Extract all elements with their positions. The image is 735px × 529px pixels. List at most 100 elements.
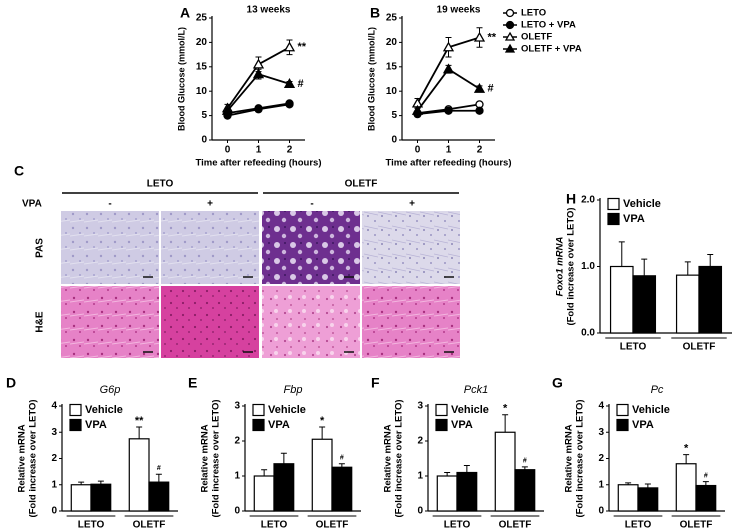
- legend-swatch: [252, 403, 265, 417]
- bar: [331, 466, 353, 512]
- y-axis-label: Blood Glucose (mmol/L): [366, 27, 376, 131]
- error-bar: [641, 258, 648, 276]
- point: [473, 31, 486, 42]
- histology-image: [61, 211, 159, 284]
- y-tick-label: 0: [598, 506, 604, 517]
- histology-image: [362, 286, 460, 358]
- histology-panel: C LETO OLETF VPA - + - + PAS H&E: [14, 163, 460, 358]
- bar: [273, 463, 295, 512]
- error-bar: [261, 469, 268, 476]
- bar: [90, 483, 112, 512]
- y-tick-label: 2: [234, 436, 240, 447]
- legend-swatch: [435, 403, 448, 417]
- legend-label: LETO + VPA: [521, 20, 576, 31]
- chart-title: 19 weeks: [437, 5, 481, 16]
- point: [221, 104, 234, 115]
- significance-label: #: [523, 458, 527, 465]
- y-tick-label: 5: [391, 110, 397, 121]
- legend-label: OLETF: [521, 32, 552, 43]
- y-tick-label: 15: [196, 61, 208, 72]
- point: [442, 63, 455, 74]
- x-tick-label: LETO: [620, 342, 647, 353]
- y-tick-label: 1: [234, 471, 240, 482]
- x-tick-label: OLETF: [316, 520, 349, 529]
- legend-swatch: [69, 403, 82, 417]
- legend-swatch: [607, 212, 620, 226]
- point: [254, 105, 263, 114]
- y-axis-label: Relative mRNA: [564, 424, 575, 492]
- bar: [311, 438, 333, 512]
- bar: [494, 431, 516, 512]
- y-axis-label: (Fold increase over LETO): [575, 399, 586, 517]
- y-tick-label: 20: [196, 37, 208, 48]
- treatment: -: [108, 199, 111, 210]
- bar: [637, 487, 659, 512]
- legend-marker: [505, 20, 515, 30]
- treatment-label: VPA: [22, 199, 42, 210]
- y-tick-label: 0: [51, 506, 57, 517]
- group-label: OLETF: [345, 179, 378, 190]
- bar: [514, 469, 536, 512]
- y-axis-label: Foxo1 mRNA: [555, 237, 566, 297]
- y-tick-label: 3: [234, 401, 240, 412]
- y-tick-label: 10: [386, 86, 398, 97]
- series-line: [416, 68, 480, 112]
- bar: [698, 265, 723, 334]
- legend-label: Vehicle: [632, 404, 670, 416]
- x-tick-label: 2: [477, 145, 483, 156]
- y-axis-label: (Fold increase over LETO): [394, 399, 405, 517]
- bar: [695, 484, 717, 512]
- error-bar: [618, 241, 625, 267]
- y-tick-label: 2: [598, 453, 604, 464]
- significance-label: *: [684, 442, 689, 454]
- y-tick-label: 1: [51, 479, 57, 490]
- point: [285, 100, 294, 109]
- panel-label: C: [14, 163, 24, 179]
- y-tick-label: 0: [234, 506, 240, 517]
- point: [475, 106, 484, 115]
- point: [411, 104, 424, 115]
- x-tick-label: OLETF: [499, 520, 532, 529]
- significance-label: **: [488, 31, 497, 43]
- y-axis-label: Blood Glucose (mmol/L): [176, 27, 186, 131]
- x-tick-label: LETO: [78, 520, 105, 529]
- point: [283, 41, 296, 52]
- bar: [675, 463, 697, 512]
- legend-label: VPA: [268, 419, 290, 431]
- histology-image: [262, 211, 360, 284]
- x-tick-label: LETO: [261, 520, 288, 529]
- legend-marker: [504, 31, 516, 41]
- y-tick-label: 0: [391, 135, 397, 146]
- x-axis-label: Time after refeeding (hours): [386, 158, 512, 169]
- row-label: PAS: [35, 238, 46, 258]
- y-axis-label: Relative mRNA: [200, 424, 211, 492]
- group-label: LETO: [147, 179, 174, 190]
- panel-label: A: [180, 5, 190, 21]
- legend-label: Vehicle: [85, 404, 123, 416]
- error-bar: [155, 473, 162, 483]
- bar: [632, 275, 657, 334]
- y-tick-label: 3: [598, 427, 604, 438]
- point: [252, 58, 265, 69]
- histology-image: [161, 211, 259, 284]
- significance-label: #: [340, 455, 344, 462]
- error-bar: [136, 426, 143, 439]
- y-axis-label: (Fold increase over LETO): [211, 399, 222, 517]
- y-tick-label: 25: [196, 13, 208, 24]
- legend-swatch: [616, 418, 629, 432]
- y-tick-label: 2: [51, 453, 57, 464]
- histology-image: [362, 211, 460, 284]
- x-tick-label: OLETF: [133, 520, 166, 529]
- significance-label: #: [157, 465, 161, 472]
- x-axis-label: Time after refeeding (hours): [196, 158, 322, 169]
- panel-label: F: [371, 375, 380, 391]
- chart-title: G6p: [100, 384, 121, 396]
- y-tick-label: 0: [417, 506, 423, 517]
- significance-label: #: [704, 472, 708, 479]
- legend-swatch: [607, 197, 620, 211]
- x-tick-label: 0: [225, 145, 231, 156]
- y-tick-label: 1: [598, 479, 604, 490]
- y-tick-label: 1.0: [581, 261, 595, 272]
- bar: [675, 274, 700, 334]
